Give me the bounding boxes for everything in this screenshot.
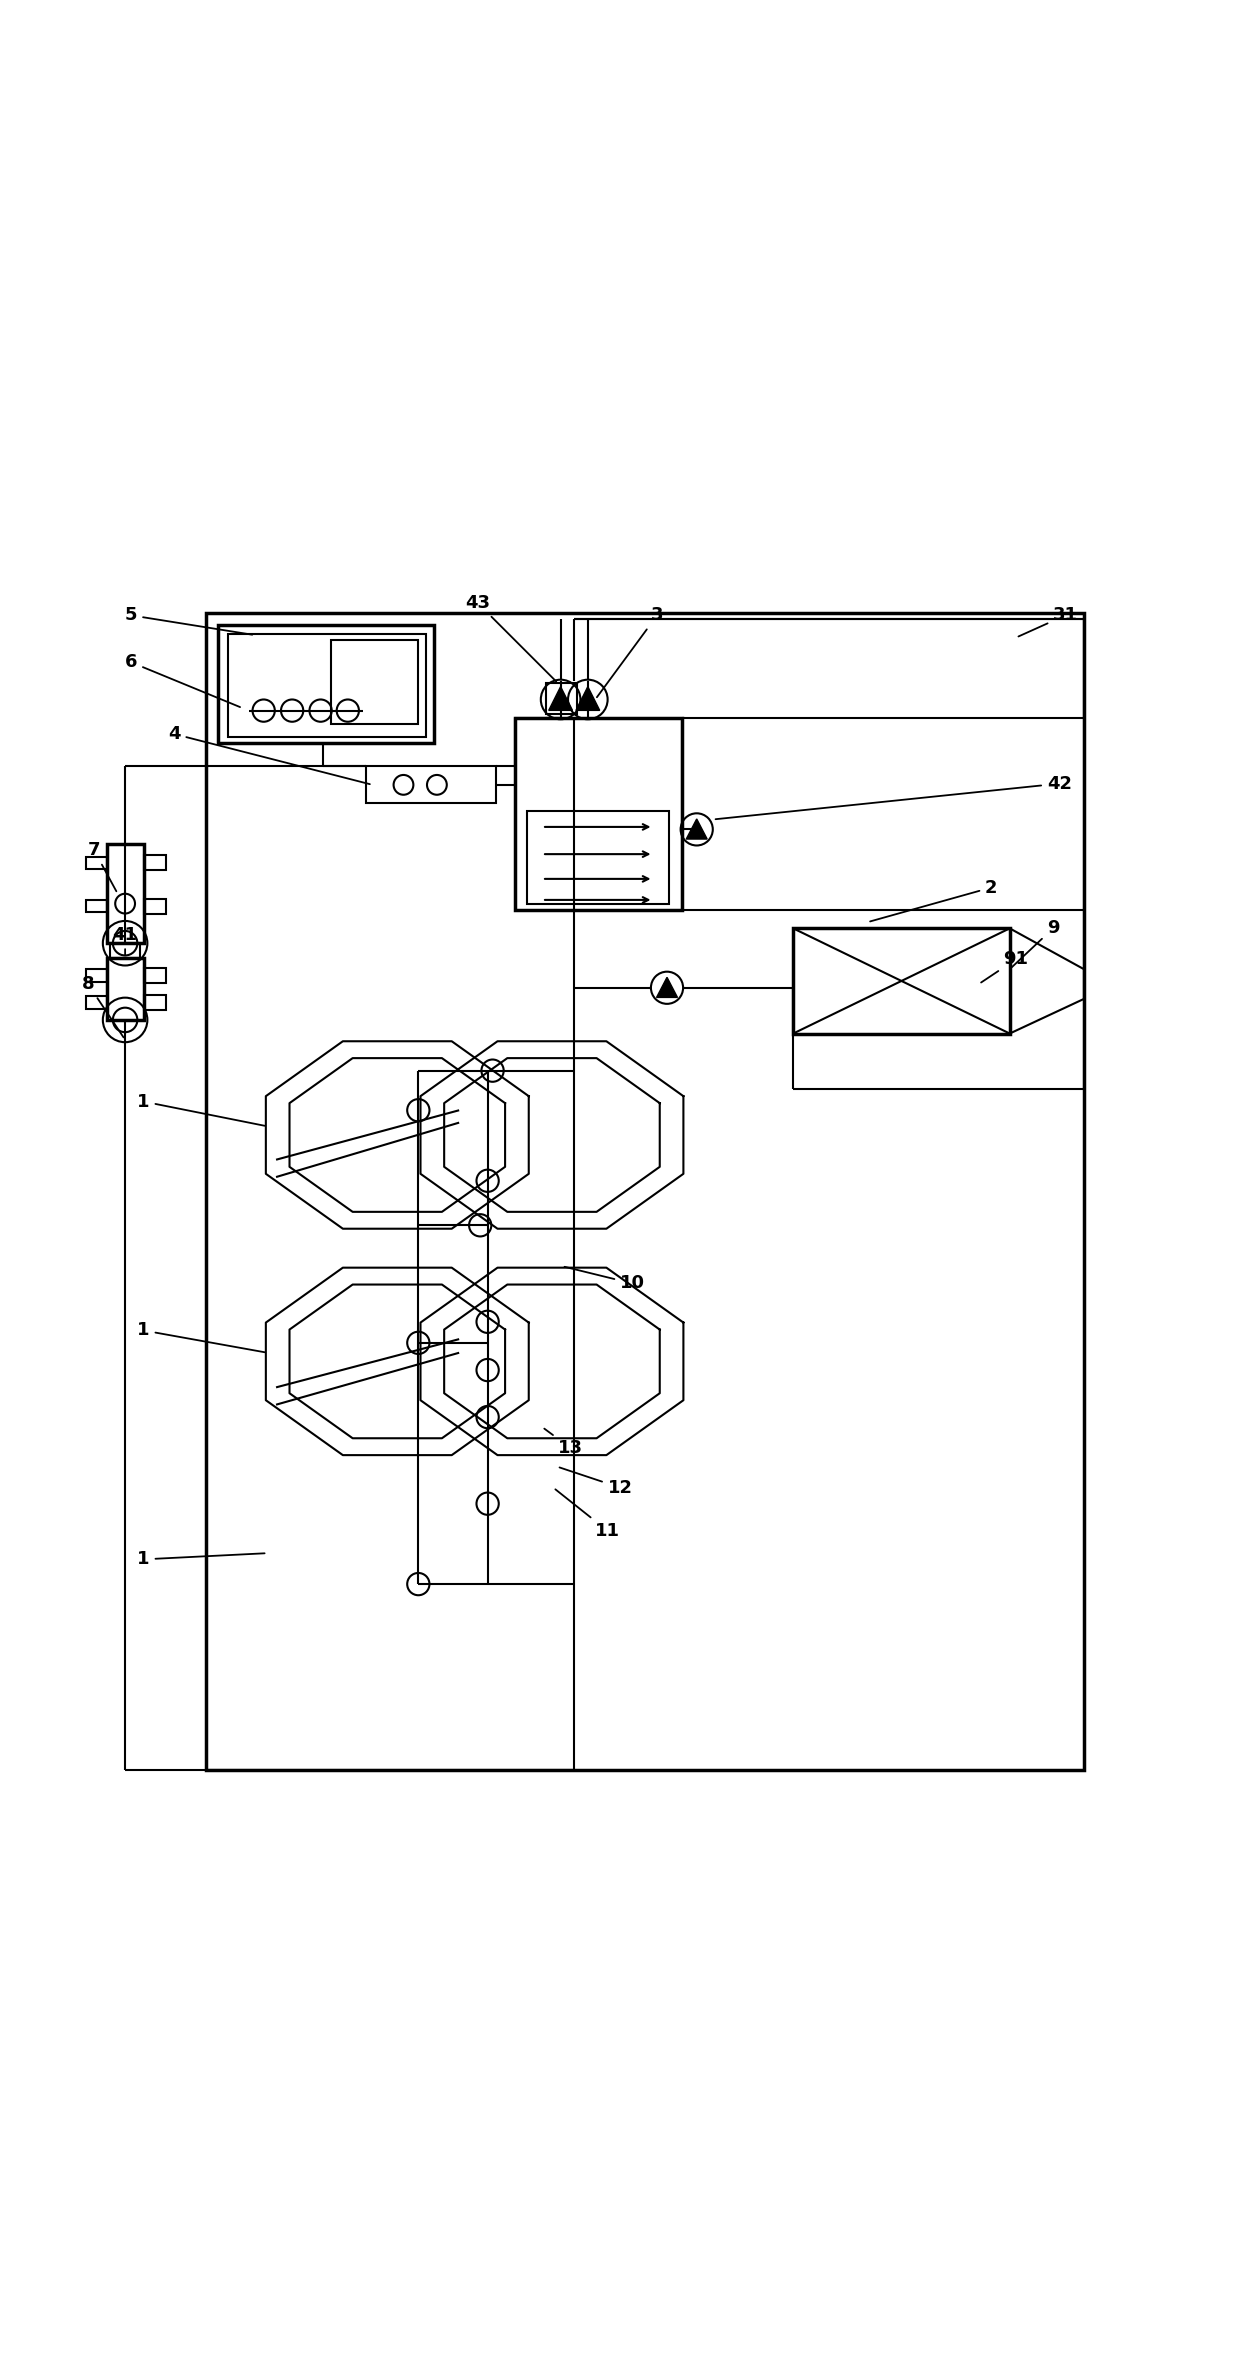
Text: 43: 43	[465, 593, 557, 681]
Text: 91: 91	[981, 950, 1028, 983]
Polygon shape	[549, 686, 573, 709]
Polygon shape	[656, 976, 677, 998]
Text: 3: 3	[596, 605, 663, 697]
Bar	[107, 844, 144, 943]
Text: 1: 1	[138, 1092, 264, 1125]
Polygon shape	[575, 686, 600, 709]
Bar	[86, 901, 107, 913]
Text: 9: 9	[1012, 920, 1059, 967]
Bar	[218, 624, 434, 742]
Text: 10: 10	[564, 1267, 645, 1293]
Text: 2: 2	[870, 879, 997, 922]
Text: 42: 42	[715, 775, 1071, 820]
Bar	[144, 856, 166, 870]
Bar	[144, 995, 166, 1009]
Text: 31: 31	[1018, 605, 1078, 636]
Bar	[228, 634, 425, 738]
Text: 12: 12	[559, 1468, 632, 1496]
Bar	[86, 856, 107, 870]
Text: 41: 41	[113, 927, 138, 955]
Text: 13: 13	[544, 1428, 583, 1456]
Polygon shape	[686, 818, 707, 839]
Bar	[144, 967, 166, 983]
Bar	[546, 683, 577, 714]
Bar	[86, 969, 107, 981]
Bar	[144, 898, 166, 913]
Text: 1: 1	[138, 1321, 264, 1352]
Text: 6: 6	[125, 652, 241, 707]
Text: 1: 1	[138, 1551, 264, 1567]
Text: 11: 11	[556, 1489, 620, 1539]
Bar	[107, 957, 144, 1019]
Text: 8: 8	[82, 974, 124, 1038]
Bar	[515, 719, 682, 910]
Bar	[794, 929, 1009, 1033]
Bar	[86, 995, 107, 1009]
Text: 7: 7	[88, 842, 117, 891]
Text: 4: 4	[169, 726, 370, 785]
Bar	[331, 641, 418, 723]
Bar	[110, 943, 140, 957]
Bar	[527, 811, 670, 903]
Bar	[366, 766, 496, 804]
Text: 5: 5	[125, 605, 252, 634]
Bar	[206, 612, 1084, 1771]
